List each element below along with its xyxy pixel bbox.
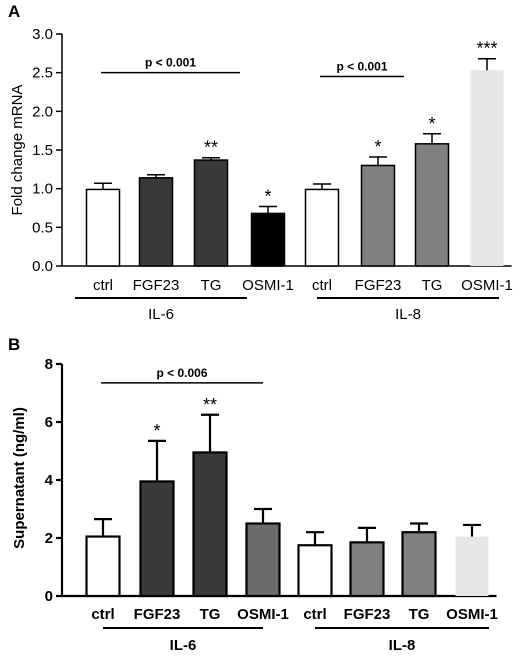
significance-marker: *** — [476, 39, 497, 59]
bar — [470, 70, 504, 266]
category-label: TG — [200, 606, 221, 623]
bar — [360, 164, 396, 267]
group-label: IL-8 — [395, 306, 421, 323]
bar — [349, 541, 385, 598]
category-label: ctrl — [91, 606, 114, 623]
panel-b: B Supernatant (ng/ml) 0 2 4 6 8 ctrl * FGF23 ** T… — [8, 335, 498, 654]
significance-marker: * — [428, 114, 435, 134]
y-tick-label: 0.0 — [32, 258, 53, 275]
category-label: FGF23 — [344, 606, 391, 623]
y-tick-label: 8 — [45, 356, 53, 373]
bar — [85, 188, 121, 267]
category-label: FGF23 — [355, 277, 402, 294]
bar — [192, 451, 228, 598]
group-label: IL-8 — [389, 637, 416, 654]
category-label: ctrl — [312, 277, 332, 294]
y-tick-label: 0.5 — [32, 219, 53, 236]
group-label: IL-6 — [148, 306, 174, 323]
y-tick-label: 1.0 — [32, 181, 53, 198]
significance-marker: * — [374, 137, 381, 157]
bar — [455, 536, 489, 596]
category-label: ctrl — [93, 277, 113, 294]
bar — [250, 212, 286, 267]
y-tick-label: 3.0 — [32, 26, 53, 43]
category-label: OSMI-1 — [237, 606, 289, 623]
category-label: FGF23 — [133, 277, 180, 294]
panel-b-letter: B — [8, 335, 20, 354]
category-label: TG — [409, 606, 430, 623]
category-label: OSMI-1 — [242, 277, 294, 294]
y-tick-label: 2 — [45, 530, 53, 547]
category-label: OSMI-1 — [446, 606, 498, 623]
group-label: IL-6 — [170, 637, 197, 654]
bar — [297, 544, 333, 598]
category-label: TG — [201, 277, 222, 294]
category-label: TG — [422, 277, 443, 294]
category-label: FGF23 — [134, 606, 181, 623]
category-label: ctrl — [303, 606, 326, 623]
y-tick-label: 0 — [45, 588, 53, 605]
bar — [414, 143, 450, 267]
bracket-label: p < 0.001 — [336, 60, 387, 74]
bar — [139, 480, 175, 598]
panel-b-plot: 0 2 4 6 8 ctrl * FGF23 ** TG OSMI-1 ctrl FGF23 TG OSMI… — [45, 356, 498, 654]
y-tick-label: 1.5 — [32, 142, 53, 159]
y-tick-label: 2.5 — [32, 65, 53, 82]
bar — [245, 522, 281, 598]
bar — [138, 177, 174, 267]
bar — [304, 188, 340, 267]
significance-marker: ** — [203, 395, 217, 415]
y-tick-label: 6 — [45, 414, 53, 431]
significance-marker: * — [153, 421, 160, 441]
bracket-label: p < 0.006 — [156, 366, 207, 380]
significance-marker: * — [264, 186, 271, 206]
bracket-label: p < 0.001 — [145, 56, 196, 70]
panel-a-letter: A — [8, 2, 20, 21]
panel-a: A Fold change mRNA 0.0 0.5 1.0 1.5 2.0 2.5 3.0… — [8, 2, 513, 323]
y-tick-label: 4 — [45, 472, 54, 489]
significance-marker: ** — [204, 138, 218, 158]
bar — [401, 531, 437, 598]
panel-a-ylabel: Fold change mRNA — [9, 85, 26, 216]
bar — [85, 535, 121, 598]
panel-b-ylabel: Supernatant (ng/ml) — [11, 407, 28, 549]
bar — [193, 159, 229, 267]
y-tick-label: 2.0 — [32, 103, 53, 120]
category-label: OSMI-1 — [461, 277, 513, 294]
